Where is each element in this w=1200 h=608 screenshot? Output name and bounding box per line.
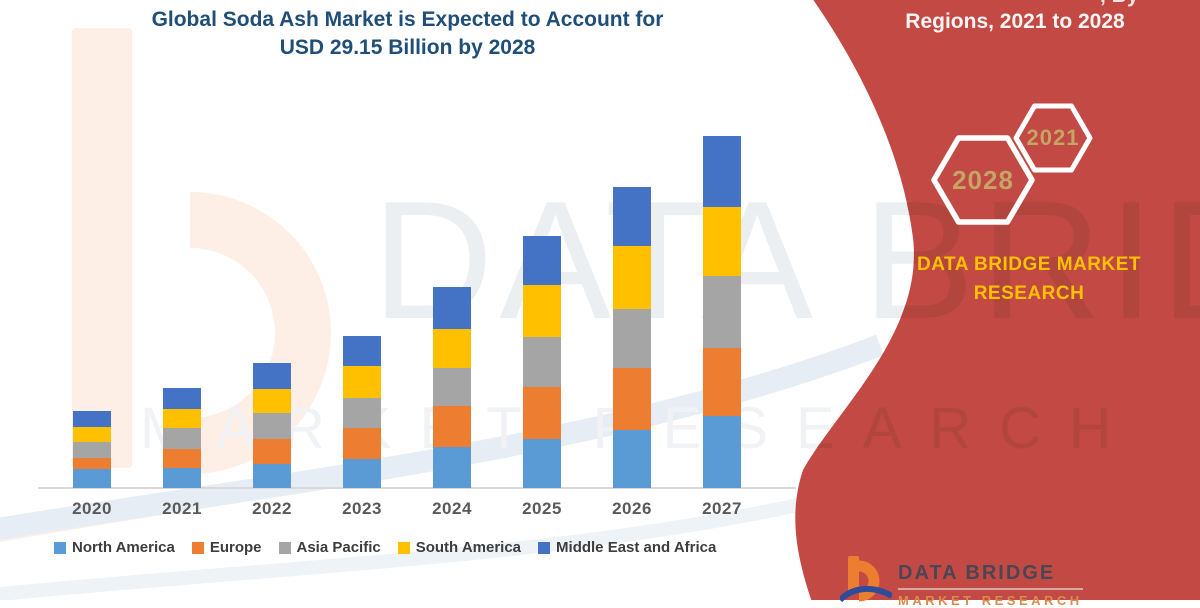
hexagon-2021-outline — [1013, 103, 1093, 173]
legend-item: Asia Pacific — [278, 539, 381, 556]
chart-legend: North America Europe Asia Pacific South Ame… — [54, 539, 716, 556]
legend-swatch-icon — [278, 541, 291, 554]
bar-segment — [433, 329, 471, 368]
legend-label: North America — [72, 539, 175, 556]
bar-segment — [343, 428, 381, 459]
bar-segment — [163, 388, 201, 409]
bar-segment — [343, 366, 381, 398]
bar-segment — [163, 428, 201, 449]
bar-segment — [343, 459, 381, 488]
legend-label: Asia Pacific — [296, 539, 381, 556]
hexagon-2028-label: 2028 — [952, 165, 1014, 195]
bar-segment — [253, 413, 291, 439]
x-axis-label: 2025 — [522, 499, 562, 518]
x-axis-label: 2023 — [342, 499, 382, 518]
footer-logo-name: DATA BRIDGE — [898, 562, 1083, 590]
brand-text: DATA BRIDGE MARKET RESEARCH — [898, 250, 1160, 308]
bar-segment — [253, 464, 291, 488]
bar-segment — [253, 439, 291, 464]
footer-logo-text: DATA BRIDGE MARKET RESEARCH — [898, 556, 1083, 608]
svg-text:MARKET RESEARCH: MARKET RESEARCH — [140, 396, 1139, 461]
bar-segment — [163, 449, 201, 468]
bar-segment — [703, 416, 741, 488]
bar-segment — [433, 287, 471, 329]
legend-item: Europe — [191, 539, 262, 556]
data-bridge-logo-icon — [837, 556, 894, 603]
panel-heading: Regions, 2021 to 2028 — [905, 10, 1125, 33]
bar-segment — [523, 387, 561, 439]
bar-segment — [703, 276, 741, 348]
bar-segment — [253, 363, 291, 389]
bar-segment — [523, 236, 561, 285]
bar-segment — [73, 411, 111, 427]
bar-segment — [703, 136, 741, 207]
legend-label: South America — [415, 539, 522, 556]
x-axis-label: 2022 — [252, 499, 292, 518]
bar-segment — [73, 427, 111, 442]
bar-segment — [433, 368, 471, 406]
panel-clipped-top-line: , By — [1100, 0, 1190, 8]
x-axis-label: 2024 — [432, 499, 472, 518]
bar-segment — [163, 468, 201, 488]
legend-label: Middle East and Africa — [556, 539, 717, 556]
bar-segment — [703, 207, 741, 276]
bar-segment — [703, 348, 741, 416]
brand-text-line2: RESEARCH — [973, 283, 1085, 304]
legend-label: Europe — [209, 539, 262, 556]
bar-segment — [613, 309, 651, 368]
legend-item: North America — [54, 539, 175, 556]
legend-swatch-icon — [54, 541, 66, 554]
watermark-swoosh — [0, 334, 884, 600]
brand-text-line1: DATA BRIDGE MARKET — [917, 254, 1141, 275]
legend-swatch-icon — [538, 541, 551, 554]
x-axis-label: 2026 — [612, 499, 652, 518]
bar-segment — [253, 389, 291, 413]
legend-swatch-icon — [191, 541, 204, 554]
bar-segment — [163, 409, 201, 428]
legend-item: Middle East and Africa — [538, 539, 716, 556]
bar-segment — [433, 447, 471, 488]
bar-segment — [613, 368, 651, 430]
bar-segment — [523, 337, 561, 387]
bar-segment — [433, 406, 471, 447]
footer-logo-subline: MARKET RESEARCH — [898, 593, 1083, 608]
legend-item: South America — [397, 539, 522, 556]
bar-segment — [73, 458, 111, 469]
bar-segment — [613, 430, 651, 488]
hexagon-2021-label: 2021 — [1026, 125, 1080, 150]
chart-title-line1: Global Soda Ash Market is Expected to Ac… — [151, 8, 664, 31]
bar-segment — [613, 187, 651, 246]
chart-title: Global Soda Ash Market is Expected to Ac… — [0, 6, 815, 62]
hexagon-2028-outline — [931, 135, 1035, 225]
bar-segment — [613, 246, 651, 309]
legend-swatch-icon — [397, 541, 410, 554]
x-axis-line — [38, 487, 796, 489]
chart-title-line2: USD 29.15 Billion by 2028 — [279, 36, 536, 59]
bar-segment — [343, 336, 381, 366]
red-side-panel — [795, 0, 1200, 600]
bar-segment — [73, 469, 111, 488]
x-axis-label: 2020 — [72, 499, 112, 518]
bar-segment — [523, 439, 561, 488]
x-axis-label: 2027 — [702, 499, 742, 518]
x-axis-label: 2021 — [162, 499, 202, 518]
bar-segment — [523, 285, 561, 337]
bar-segment — [73, 442, 111, 458]
footer-logo: DATA BRIDGE MARKET RESEARCH — [837, 556, 1083, 608]
bar-segment — [343, 398, 381, 428]
